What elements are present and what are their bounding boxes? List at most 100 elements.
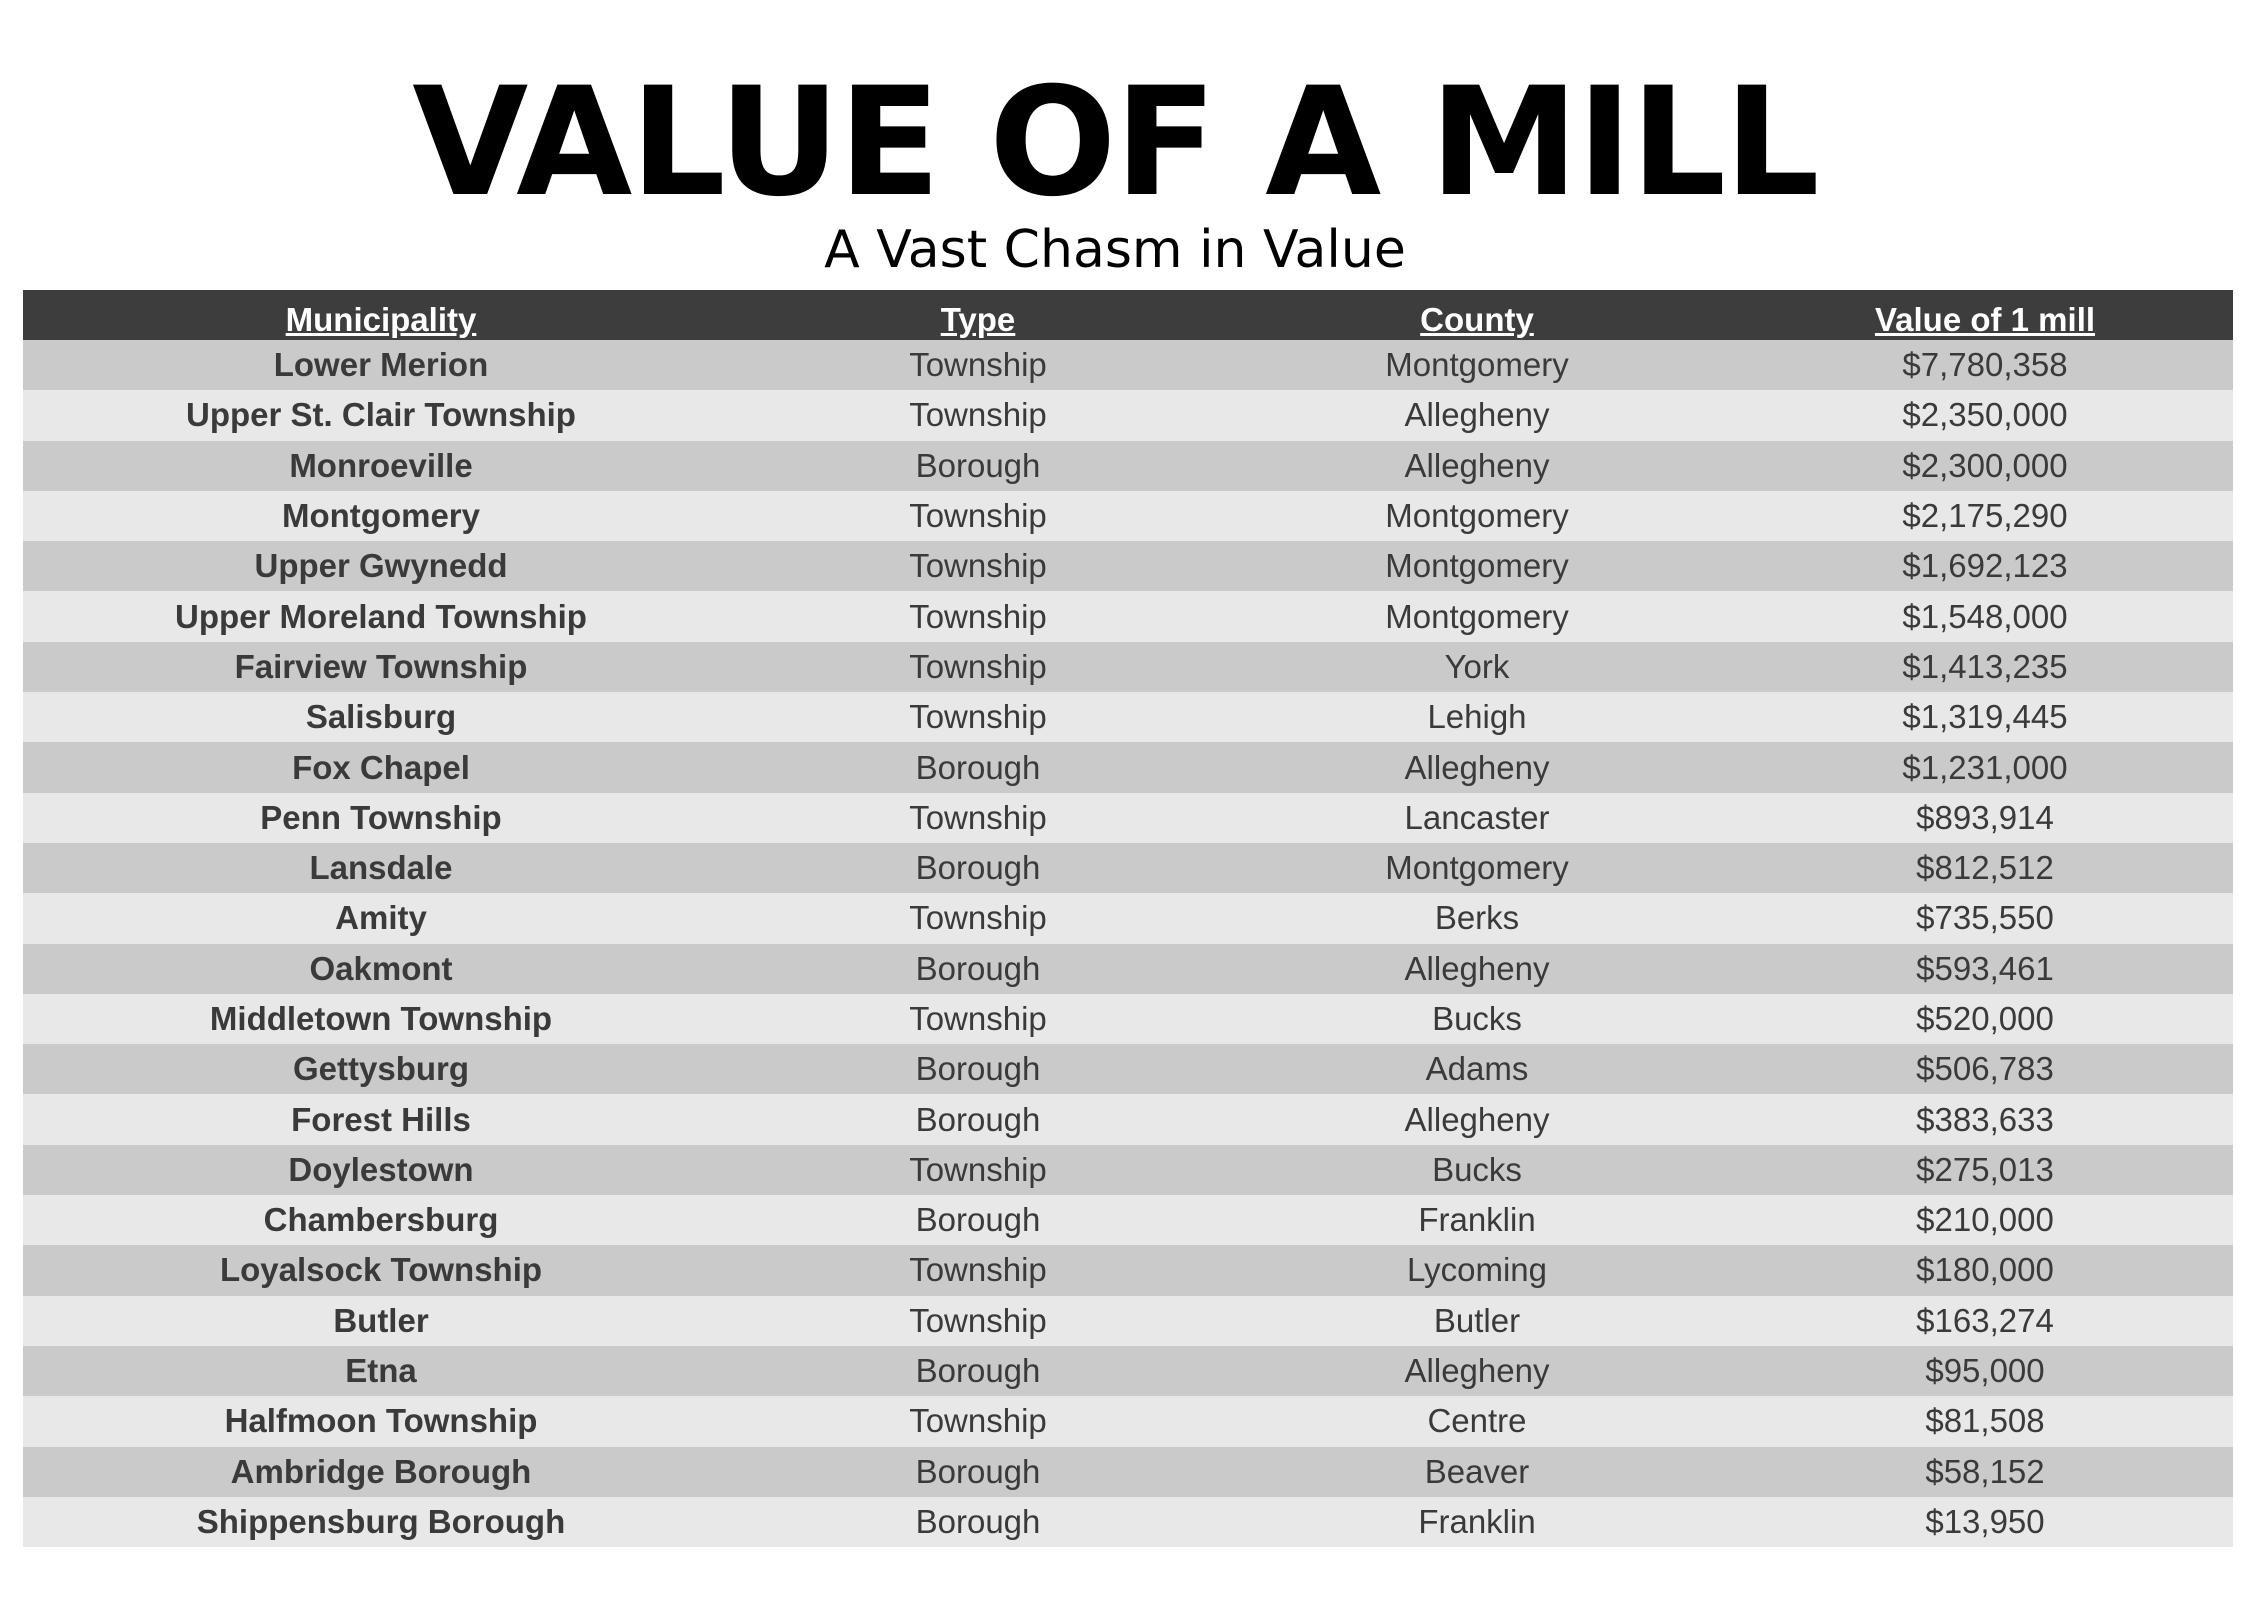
cell-municipality: Butler xyxy=(23,1295,739,1346)
cell-county: Montgomery xyxy=(1217,591,1737,642)
cell-value: $812,512 xyxy=(1737,842,2233,894)
cell-county: Beaver xyxy=(1217,1446,1737,1497)
table-row: Lansdale Borough Montgomery $812,512 xyxy=(23,842,2233,894)
cell-type: Township xyxy=(739,541,1217,592)
cell-county: Franklin xyxy=(1217,1496,1737,1548)
cell-value: $2,350,000 xyxy=(1737,390,2233,441)
cell-municipality: Fairview Township xyxy=(23,641,739,693)
cell-municipality: Amity xyxy=(23,893,739,944)
table-row: Upper St. Clair Township Township Alleghen… xyxy=(23,390,2233,441)
cell-county: Bucks xyxy=(1217,993,1737,1045)
table-row: Ambridge Borough Borough Beaver $58,152 xyxy=(23,1446,2233,1497)
header-row: Municipality Type County Value of 1 mill xyxy=(23,290,2233,340)
cell-county: Allegheny xyxy=(1217,440,1737,491)
cell-municipality: Etna xyxy=(23,1345,739,1397)
cell-county: Allegheny xyxy=(1217,1345,1737,1397)
cell-county: Allegheny xyxy=(1217,390,1737,441)
cell-municipality: Upper Gwynedd xyxy=(23,541,739,592)
cell-county: Lancaster xyxy=(1217,792,1737,843)
cell-county: Montgomery xyxy=(1217,340,1737,391)
cell-type: Township xyxy=(739,792,1217,843)
cell-value: $506,783 xyxy=(1737,1044,2233,1095)
cell-county: Centre xyxy=(1217,1396,1737,1447)
cell-type: Township xyxy=(739,591,1217,642)
cell-value: $180,000 xyxy=(1737,1245,2233,1296)
cell-type: Borough xyxy=(739,1195,1217,1246)
cell-value: $95,000 xyxy=(1737,1345,2233,1397)
table-row: Fairview Township Township York $1,413,235 xyxy=(23,641,2233,693)
cell-county: Lehigh xyxy=(1217,692,1737,743)
table-row: Oakmont Borough Allegheny $593,461 xyxy=(23,943,2233,994)
table-row: Butler Township Butler $163,274 xyxy=(23,1295,2233,1346)
cell-type: Borough xyxy=(739,1044,1217,1095)
cell-type: Township xyxy=(739,390,1217,441)
cell-municipality: Chambersburg xyxy=(23,1195,739,1246)
cell-county: Montgomery xyxy=(1217,541,1737,592)
table-row: Chambersburg Borough Franklin $210,000 xyxy=(23,1195,2233,1246)
cell-municipality: Salisburg xyxy=(23,692,739,743)
cell-municipality: Shippensburg Borough xyxy=(23,1496,739,1548)
cell-value: $81,508 xyxy=(1737,1396,2233,1447)
cell-municipality: Lansdale xyxy=(23,842,739,894)
cell-value: $1,231,000 xyxy=(1737,742,2233,793)
cell-type: Borough xyxy=(739,842,1217,894)
cell-value: $2,175,290 xyxy=(1737,490,2233,542)
cell-municipality: Fox Chapel xyxy=(23,742,739,793)
header-county: County xyxy=(1217,290,1737,340)
cell-value: $13,950 xyxy=(1737,1496,2233,1548)
cell-type: Borough xyxy=(739,1446,1217,1497)
cell-value: $1,413,235 xyxy=(1737,641,2233,693)
cell-county: York xyxy=(1217,641,1737,693)
cell-value: $520,000 xyxy=(1737,993,2233,1045)
cell-type: Borough xyxy=(739,1345,1217,1397)
header-municipality: Municipality xyxy=(23,290,739,340)
table-row: Forest Hills Borough Allegheny $383,633 xyxy=(23,1094,2233,1145)
cell-county: Lycoming xyxy=(1217,1245,1737,1296)
cell-value: $383,633 xyxy=(1737,1094,2233,1145)
cell-value: $593,461 xyxy=(1737,943,2233,994)
cell-municipality: Ambridge Borough xyxy=(23,1446,739,1497)
cell-type: Township xyxy=(739,340,1217,391)
table-row: Amity Township Berks $735,550 xyxy=(23,893,2233,944)
cell-value: $275,013 xyxy=(1737,1144,2233,1196)
header-type: Type xyxy=(739,290,1217,340)
cell-type: Borough xyxy=(739,1496,1217,1548)
table-row: Halfmoon Township Township Centre $81,508 xyxy=(23,1396,2233,1447)
cell-municipality: Forest Hills xyxy=(23,1094,739,1145)
cell-type: Township xyxy=(739,993,1217,1045)
cell-county: Allegheny xyxy=(1217,742,1737,793)
cell-type: Township xyxy=(739,1144,1217,1196)
cell-county: Allegheny xyxy=(1217,1094,1737,1145)
cell-value: $2,300,000 xyxy=(1737,440,2233,491)
table-row: Fox Chapel Borough Allegheny $1,231,000 xyxy=(23,742,2233,793)
cell-county: Montgomery xyxy=(1217,842,1737,894)
cell-municipality: Loyalsock Township xyxy=(23,1245,739,1296)
cell-municipality: Oakmont xyxy=(23,943,739,994)
table-header: Municipality Type County Value of 1 mill xyxy=(23,290,2233,340)
cell-value: $58,152 xyxy=(1737,1446,2233,1497)
table-row: Penn Township Township Lancaster $893,914 xyxy=(23,792,2233,843)
cell-municipality: Halfmoon Township xyxy=(23,1396,739,1447)
mill-value-table: Municipality Type County Value of 1 mill… xyxy=(23,290,2233,1548)
cell-type: Township xyxy=(739,641,1217,693)
table-row: Monroeville Borough Allegheny $2,300,000 xyxy=(23,440,2233,491)
cell-county: Butler xyxy=(1217,1295,1737,1346)
cell-value: $7,780,358 xyxy=(1737,340,2233,391)
cell-type: Township xyxy=(739,893,1217,944)
page-subtitle: A Vast Chasm in Value xyxy=(824,220,1406,280)
header-value-of-1-mill: Value of 1 mill xyxy=(1737,290,2233,340)
cell-municipality: Penn Township xyxy=(23,792,739,843)
cell-county: Montgomery xyxy=(1217,490,1737,542)
cell-municipality: Gettysburg xyxy=(23,1044,739,1095)
cell-value: $1,548,000 xyxy=(1737,591,2233,642)
cell-municipality: Upper St. Clair Township xyxy=(23,390,739,441)
cell-municipality: Montgomery xyxy=(23,490,739,542)
table-row: Loyalsock Township Township Lycoming $180,0… xyxy=(23,1245,2233,1296)
cell-type: Township xyxy=(739,1295,1217,1346)
table-row: Lower Merion Township Montgomery $7,780,358 xyxy=(23,340,2233,391)
cell-value: $163,274 xyxy=(1737,1295,2233,1346)
table-row: Doylestown Township Bucks $275,013 xyxy=(23,1144,2233,1196)
cell-municipality: Upper Moreland Township xyxy=(23,591,739,642)
cell-type: Borough xyxy=(739,943,1217,994)
cell-type: Township xyxy=(739,1396,1217,1447)
